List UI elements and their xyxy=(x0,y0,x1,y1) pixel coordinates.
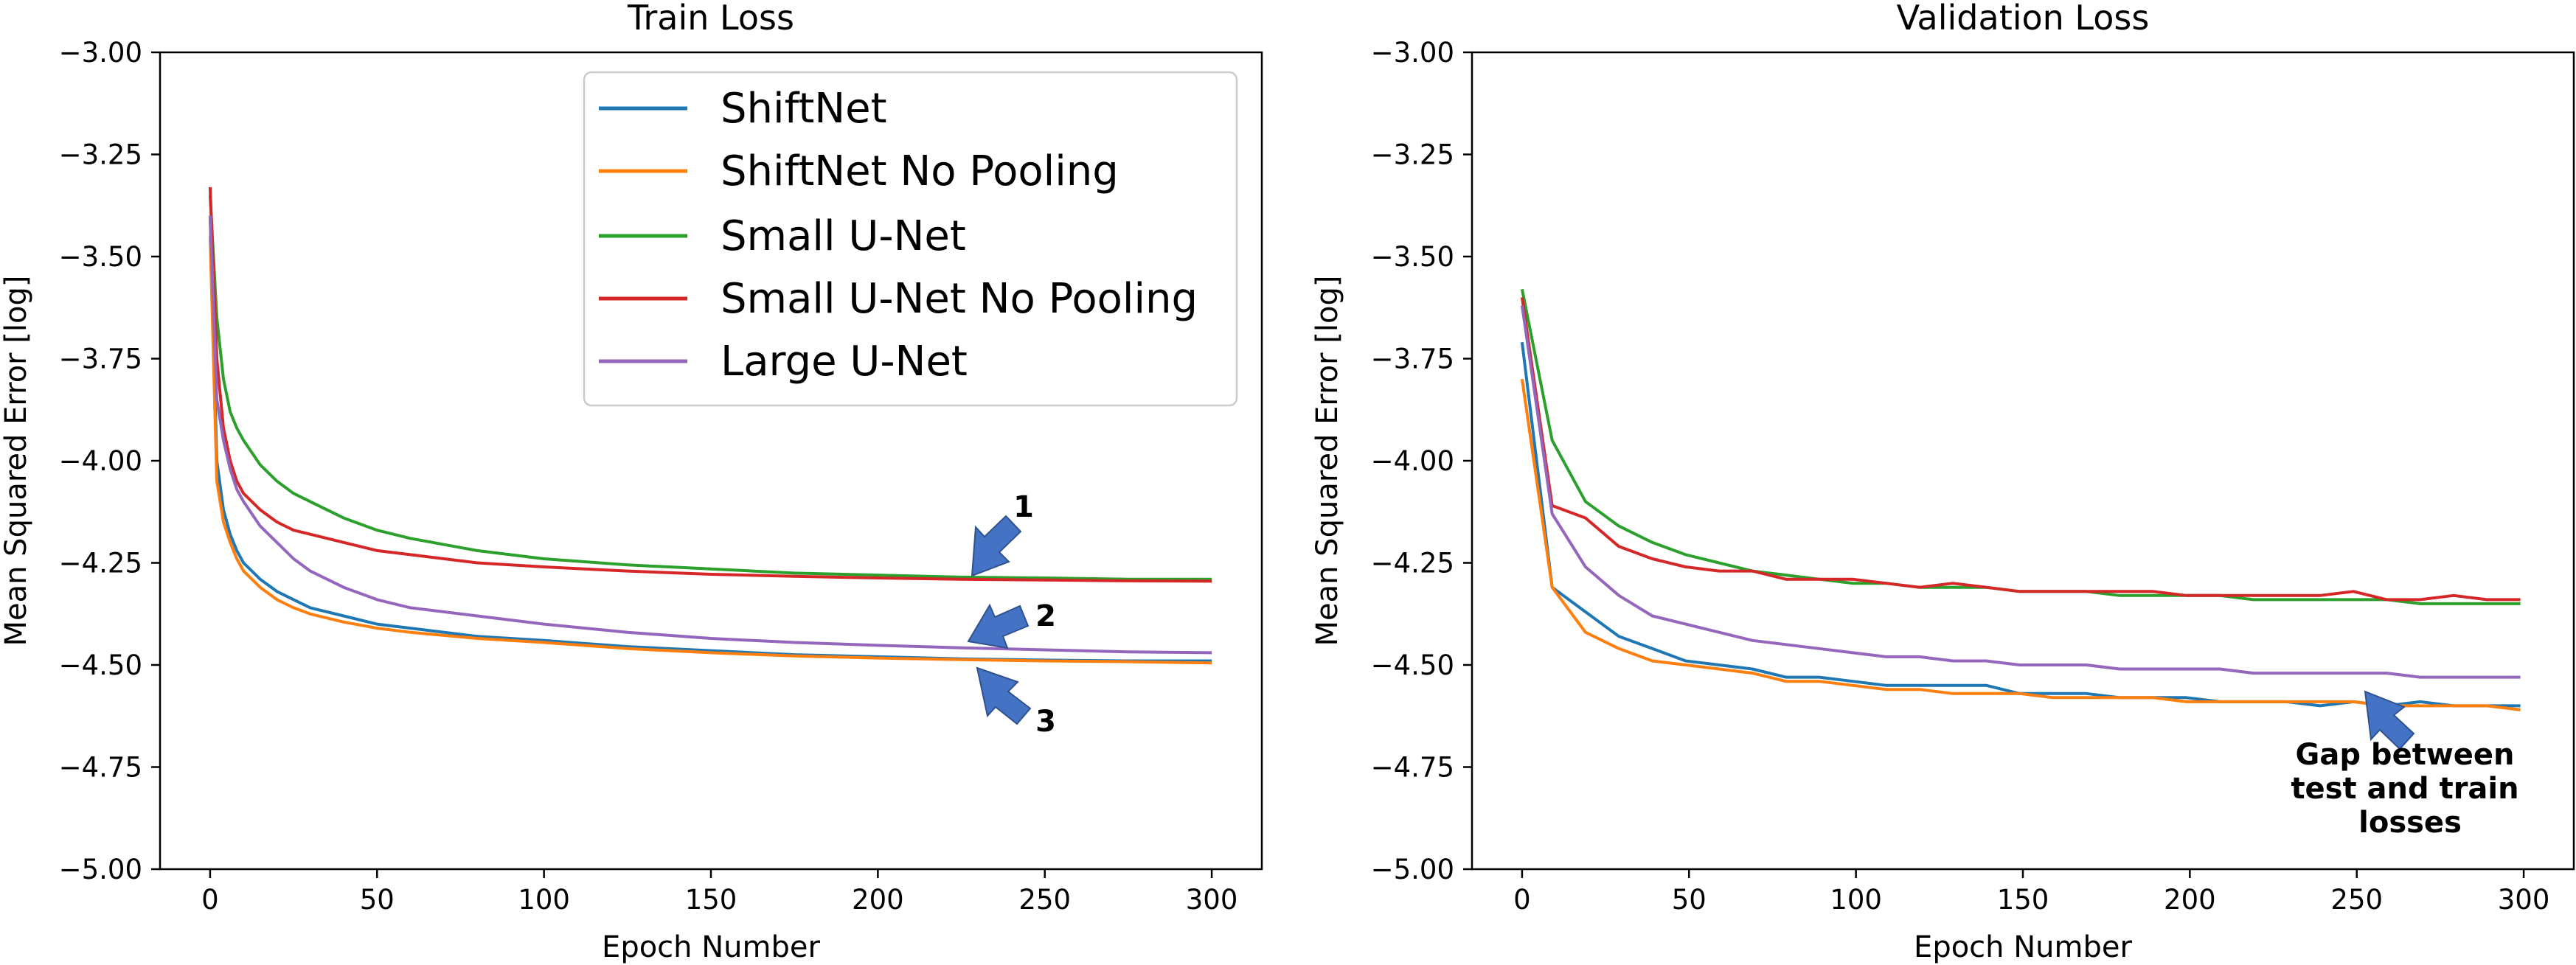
validation-loss-x-tick-label: 150 xyxy=(1997,884,2049,916)
legend-entry-shiftnet-no-pooling: ShiftNet No Pooling xyxy=(599,147,1119,195)
legend-label-shiftnet: ShiftNet xyxy=(721,85,887,133)
validation-loss-x-tick-label: 100 xyxy=(1830,884,1882,916)
validation-loss-y-tick-label: −3.00 xyxy=(1371,37,1454,69)
validation-loss-y-tick-label: −4.00 xyxy=(1371,445,1454,477)
annotation-3: 3 xyxy=(976,666,1056,739)
validation-loss-xlabel: Epoch Number xyxy=(1914,930,2132,964)
annotation-3-label: 3 xyxy=(1035,705,1056,739)
train-loss-x-tick-label: 200 xyxy=(852,884,904,916)
validation-loss-x-tick-label: 50 xyxy=(1672,884,1707,916)
train-loss-ticks: 0 50 100 150 200 250 300 −5.00 −4.75 −4.50 −4.25 −4… xyxy=(59,37,1238,916)
train-loss-x-tick-label: 0 xyxy=(201,884,219,916)
train-loss-y-tick-label: −4.75 xyxy=(59,752,142,784)
annotation-gap-line-3: losses xyxy=(2358,806,2462,840)
validation-loss-lines xyxy=(1520,288,2521,711)
annotation-gap-line-2: test and train xyxy=(2291,772,2518,806)
validation-loss-y-tick-label: −4.50 xyxy=(1371,649,1454,681)
train-loss-series-small-u-net xyxy=(208,195,1212,581)
validation-loss-x-tick-label: 300 xyxy=(2498,884,2550,916)
train-loss-x-tick-label: 150 xyxy=(685,884,737,916)
legend-label-small-unet: Small U-Net xyxy=(721,212,966,260)
train-loss-y-tick-label: −3.75 xyxy=(59,344,142,375)
train-loss-y-tick-label: −3.50 xyxy=(59,241,142,273)
validation-loss-y-tick-label: −3.50 xyxy=(1371,241,1454,273)
legend: ShiftNet ShiftNet No Pooling Small U-Net… xyxy=(583,71,1238,407)
annotation-gap: Gap between test and train losses xyxy=(2291,690,2529,840)
validation-loss-y-tick-label: −5.00 xyxy=(1371,854,1454,885)
legend-box xyxy=(583,71,1238,407)
annotation-2-label: 2 xyxy=(1035,599,1056,633)
train-loss-x-tick-label: 100 xyxy=(518,884,570,916)
validation-loss-x-tick-label: 0 xyxy=(1513,884,1531,916)
legend-label-large-unet: Large U-Net xyxy=(721,338,968,386)
train-loss-series-large-u-net xyxy=(208,215,1212,655)
validation-loss-series-small-u-net-no-pooling xyxy=(1520,297,2521,602)
legend-entry-large-unet: Large U-Net xyxy=(599,338,968,386)
annotation-gap-line-1: Gap between xyxy=(2296,738,2515,772)
train-loss-x-tick-label: 300 xyxy=(1186,884,1238,916)
arrow-icon xyxy=(2364,690,2415,750)
train-loss-y-tick-label: −4.00 xyxy=(59,445,142,477)
arrow-icon xyxy=(971,515,1022,577)
train-loss-y-tick-label: −3.00 xyxy=(59,37,142,69)
arrow-icon xyxy=(976,666,1032,725)
validation-loss-x-tick-label: 250 xyxy=(2330,884,2383,916)
legend-entry-small-unet-no-pooling: Small U-Net No Pooling xyxy=(599,275,1198,323)
validation-loss-y-tick-label: −4.75 xyxy=(1371,752,1454,784)
train-loss-plot-frame xyxy=(159,51,1263,871)
train-loss-xlabel: Epoch Number xyxy=(602,930,820,964)
annotation-2: 2 xyxy=(967,599,1056,649)
legend-entry-shiftnet: ShiftNet xyxy=(599,85,887,133)
validation-loss-y-tick-label: −4.25 xyxy=(1371,548,1454,579)
train-loss-series-small-u-net-no-pooling xyxy=(208,187,1212,583)
validation-loss-ticks: 0 50 100 150 200 250 300 −5.00 −4.75 −4.50 −4.25 −4… xyxy=(1371,37,2550,916)
train-loss-series-shiftnet-no-pooling xyxy=(208,236,1212,665)
legend-label-small-unet-no-pooling: Small U-Net No Pooling xyxy=(721,275,1198,323)
validation-loss-series-shiftnet-no-pooling xyxy=(1520,378,2521,711)
train-loss-x-tick-label: 250 xyxy=(1018,884,1071,916)
validation-loss-series-large-u-net xyxy=(1520,305,2521,679)
train-loss-y-tick-label: −4.25 xyxy=(59,548,142,579)
validation-loss-title: Validation Loss xyxy=(1897,0,2150,38)
legend-label-shiftnet-no-pooling: ShiftNet No Pooling xyxy=(721,147,1119,195)
train-loss-chart: Train Loss Epoch Number Mean Squared Err… xyxy=(0,0,1263,964)
annotation-gap-label: Gap between test and train losses xyxy=(2291,738,2529,840)
train-loss-x-tick-label: 50 xyxy=(360,884,395,916)
validation-loss-ylabel: Mean Squared Error [log] xyxy=(1310,275,1344,646)
legend-entry-small-unet: Small U-Net xyxy=(599,212,966,260)
train-loss-y-tick-label: −3.25 xyxy=(59,139,142,171)
train-loss-lines xyxy=(208,187,1212,665)
validation-loss-x-tick-label: 200 xyxy=(2164,884,2216,916)
arrow-icon xyxy=(967,603,1030,649)
annotation-1-label: 1 xyxy=(1013,490,1034,524)
train-loss-y-tick-label: −5.00 xyxy=(59,854,142,885)
annotation-1: 1 xyxy=(971,490,1034,577)
validation-loss-plot-frame xyxy=(1471,51,2575,871)
validation-loss-chart: Validation Loss Epoch Number Mean Square… xyxy=(1310,0,2575,964)
validation-loss-y-tick-label: −3.75 xyxy=(1371,344,1454,375)
train-loss-ylabel: Mean Squared Error [log] xyxy=(0,275,33,646)
validation-loss-y-tick-label: −3.25 xyxy=(1371,139,1454,171)
train-loss-title: Train Loss xyxy=(627,0,794,38)
train-loss-y-tick-label: −4.50 xyxy=(59,649,142,681)
